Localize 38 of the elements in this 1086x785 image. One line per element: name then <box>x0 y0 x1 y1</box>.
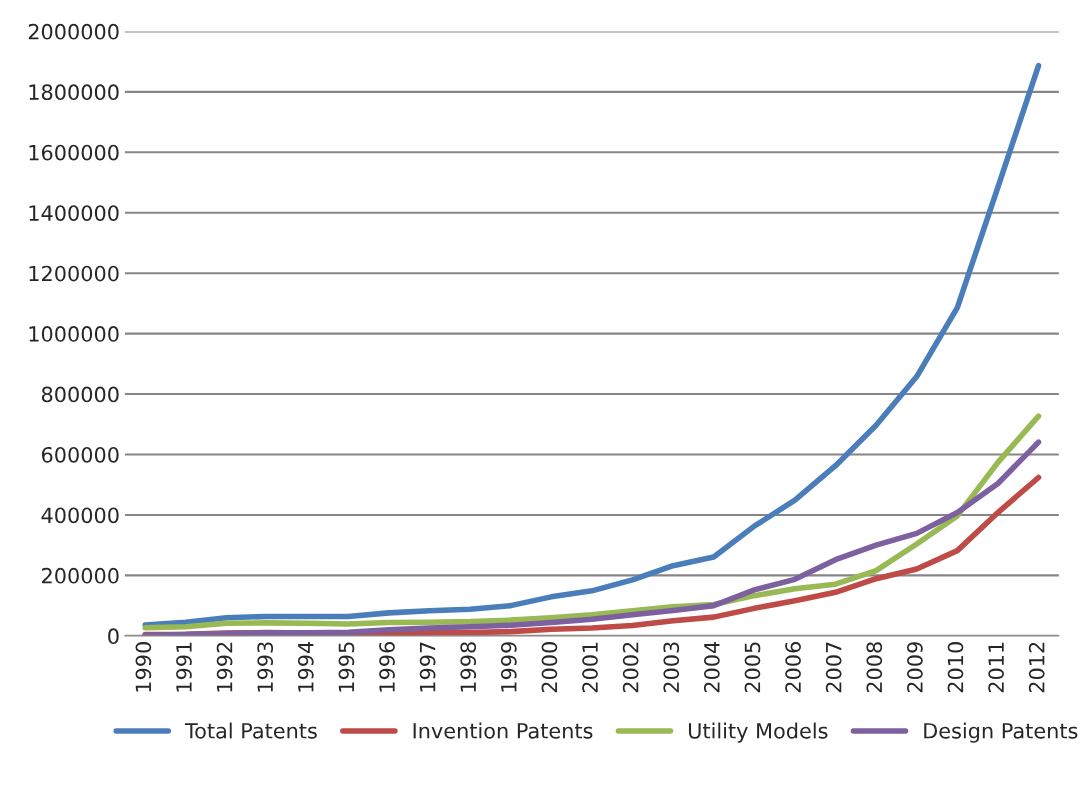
x-tick-label: 2000 <box>541 642 558 693</box>
x-tick-label: 1998 <box>460 642 477 692</box>
x-tick-label: 1999 <box>500 642 517 692</box>
x-tick-label: 2006 <box>785 642 801 693</box>
y-tick-label: 1400000 <box>29 205 119 221</box>
x-tick-label: 2001 <box>582 642 598 693</box>
x-tick-label: 1997 <box>419 642 436 692</box>
legend-label: Total Patents <box>184 722 317 739</box>
x-tick-label: 2009 <box>907 642 923 693</box>
x-tick-label: 2012 <box>1028 642 1045 693</box>
x-tick-label: 1995 <box>338 642 355 692</box>
x-tick-label: 2011 <box>988 642 1004 693</box>
y-tick-label: 2000000 <box>28 23 119 40</box>
x-tick-label: 2010 <box>947 642 964 693</box>
y-tick-label: 1200000 <box>29 265 119 282</box>
x-tick-label: 2002 <box>622 642 639 693</box>
x-tick-label: 2007 <box>825 642 842 693</box>
y-tick-label: 1000000 <box>29 326 119 342</box>
x-tick-label: 1992 <box>216 642 233 692</box>
y-tick-label: 0 <box>108 628 119 645</box>
x-tick-label: 1996 <box>379 642 395 692</box>
x-tick-label: 1990 <box>135 642 152 692</box>
x-tick-label: 1994 <box>297 641 314 692</box>
x-tick-label: 2003 <box>663 642 680 693</box>
legend-label: Utility Models <box>688 722 828 743</box>
x-tick-label: 2008 <box>866 642 883 693</box>
x-tick-label: 2004 <box>703 641 720 693</box>
y-tick-label: 200000 <box>42 567 119 584</box>
legend-label: Design Patents <box>924 722 1078 743</box>
x-tick-label: 1991 <box>176 642 192 692</box>
y-tick-label: 1600000 <box>29 144 119 161</box>
legend-label: Invention Patents <box>413 722 593 739</box>
y-tick-label: 600000 <box>41 446 119 463</box>
x-tick-label: 2005 <box>744 642 761 693</box>
y-tick-label: 800000 <box>41 386 119 403</box>
x-tick-label: 1993 <box>257 642 274 692</box>
y-tick-label: 400000 <box>41 507 119 524</box>
y-tick-label: 1800000 <box>29 84 119 101</box>
